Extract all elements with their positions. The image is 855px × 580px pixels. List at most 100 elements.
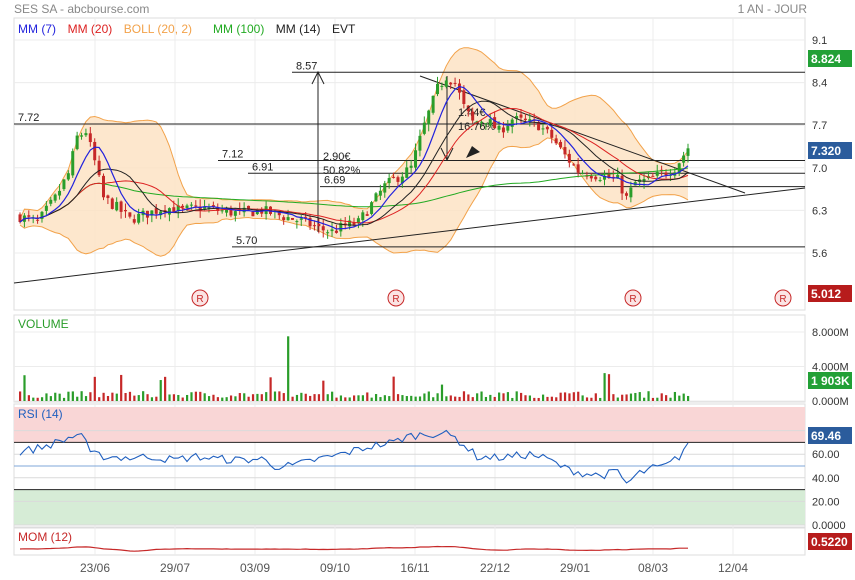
volume-bar bbox=[484, 396, 488, 401]
volume-bar bbox=[32, 397, 35, 401]
x-tick-label: 08/03 bbox=[638, 561, 668, 575]
candle-body bbox=[181, 205, 185, 208]
volume-bar bbox=[594, 393, 597, 401]
candle-body bbox=[247, 205, 251, 210]
volume-bar bbox=[146, 394, 149, 401]
x-tick-label: 22/12 bbox=[480, 561, 510, 575]
volume-bar bbox=[344, 397, 347, 401]
event-marker: R bbox=[387, 289, 405, 307]
candle-body bbox=[27, 215, 31, 217]
volume-bar bbox=[414, 396, 417, 401]
rsi-last-badge-bg bbox=[808, 427, 852, 444]
volume-bar bbox=[181, 397, 184, 401]
volume-bar bbox=[199, 391, 202, 401]
volume-bar bbox=[36, 397, 39, 401]
volume-bar bbox=[150, 397, 154, 401]
event-marker-circle bbox=[191, 289, 209, 307]
volume-bar bbox=[247, 396, 250, 401]
volume-bar bbox=[410, 395, 413, 401]
candle-body bbox=[44, 205, 48, 211]
candle-body bbox=[207, 207, 211, 209]
volume-bar bbox=[440, 384, 444, 401]
volume-bar bbox=[498, 392, 501, 401]
momentum-last-badge-bg bbox=[808, 533, 852, 550]
candle-body bbox=[396, 177, 400, 182]
event-marker-label: R bbox=[629, 294, 636, 305]
candle-body bbox=[145, 210, 149, 218]
volume-bar bbox=[669, 397, 672, 401]
measure-arrow-up bbox=[311, 70, 325, 85]
volume-bar bbox=[673, 391, 677, 401]
volume-bar bbox=[256, 393, 259, 401]
volume-bar bbox=[300, 392, 303, 401]
candle-body bbox=[559, 141, 563, 148]
volume-bar bbox=[269, 377, 272, 401]
volume-bar bbox=[234, 396, 237, 401]
event-marker-label: R bbox=[196, 294, 203, 305]
volume-bar bbox=[168, 394, 171, 401]
volume-bar bbox=[449, 395, 452, 401]
volume-bar bbox=[331, 391, 334, 401]
volume-bar bbox=[599, 397, 602, 401]
candle-body bbox=[563, 147, 567, 155]
volume-bar bbox=[212, 394, 215, 401]
mm100-line bbox=[19, 167, 689, 223]
volume-bar bbox=[590, 397, 593, 401]
candle-body bbox=[488, 119, 492, 126]
candle-body bbox=[567, 153, 571, 163]
price-high-badge-bg bbox=[808, 50, 852, 67]
candle-body bbox=[80, 135, 84, 137]
volume-bar bbox=[164, 376, 167, 401]
volume-bar bbox=[229, 395, 233, 401]
volume-bar bbox=[317, 394, 321, 401]
candle-body bbox=[677, 163, 681, 174]
volume-bar bbox=[58, 393, 61, 401]
volume-bar bbox=[186, 394, 189, 401]
volume-bar bbox=[172, 394, 176, 401]
rsi-tick-label: 20.00 bbox=[812, 496, 840, 508]
volume-bar bbox=[467, 394, 470, 401]
candle-body bbox=[594, 176, 598, 180]
candle-body bbox=[299, 218, 303, 220]
candle-body bbox=[589, 175, 593, 179]
volume-bar bbox=[458, 396, 461, 401]
candle-body bbox=[106, 195, 110, 199]
mm7-line bbox=[19, 85, 689, 230]
volume-last-badge: 1 903K bbox=[811, 374, 850, 388]
candle-body bbox=[550, 129, 554, 138]
volume-bar bbox=[401, 395, 404, 401]
candle-body bbox=[233, 211, 237, 216]
candle-body bbox=[216, 208, 220, 211]
candle-body bbox=[102, 175, 105, 198]
candle-body bbox=[198, 206, 202, 211]
volume-bar bbox=[660, 393, 663, 401]
rsi-tick-label: 0.0000 bbox=[812, 520, 846, 532]
volume-bar bbox=[137, 395, 140, 401]
volume-bar bbox=[581, 395, 584, 401]
volume-bar bbox=[533, 397, 536, 401]
volume-bar bbox=[216, 397, 219, 401]
volume-bar bbox=[462, 391, 466, 401]
candle-body bbox=[370, 202, 374, 214]
candle-body bbox=[405, 167, 409, 178]
volume-last-badge-bg bbox=[808, 372, 852, 389]
candle-body bbox=[361, 212, 365, 221]
volume-bar bbox=[353, 395, 356, 401]
mm14-line bbox=[19, 100, 689, 226]
momentum-title: MOM (12) bbox=[18, 530, 72, 544]
event-marker-circle bbox=[774, 289, 792, 307]
volume-bar bbox=[638, 392, 641, 401]
price-tick-label: 9.1 bbox=[812, 35, 827, 47]
candle-body bbox=[462, 90, 466, 104]
volume-bar bbox=[607, 374, 611, 401]
volume-bar bbox=[111, 392, 114, 401]
volume-bar bbox=[528, 395, 531, 401]
volume-bar bbox=[155, 396, 158, 401]
candle-body bbox=[457, 83, 461, 93]
volume-bar bbox=[647, 391, 650, 401]
price-low-badge: 5.012 bbox=[811, 287, 841, 301]
volume-bar bbox=[23, 375, 26, 401]
rsi-tick-label: 40.00 bbox=[812, 473, 840, 485]
volume-bar bbox=[432, 397, 435, 401]
